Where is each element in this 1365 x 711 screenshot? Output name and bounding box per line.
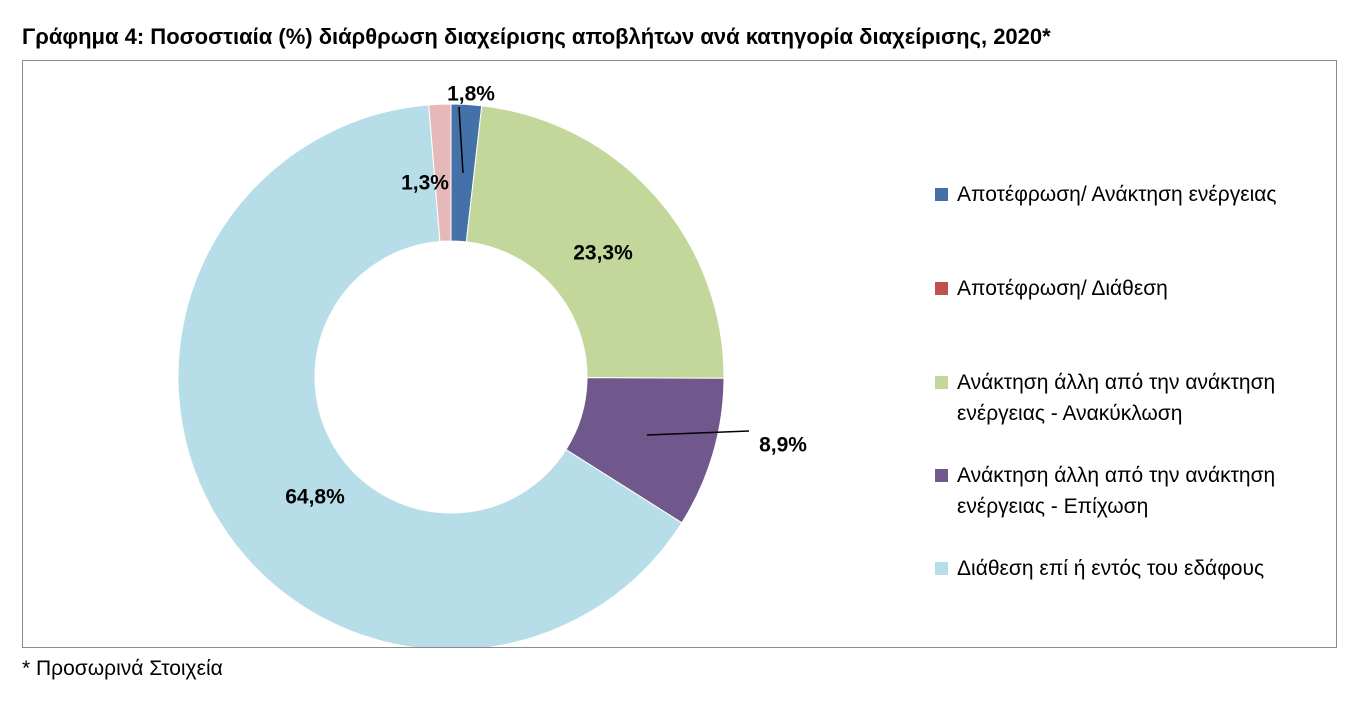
data-label-1: 1,8% [447,83,495,106]
slice-6 [428,103,452,242]
data-label-5: 64,8% [285,486,345,509]
data-label-6: 1,3% [401,172,449,195]
legend-swatch [935,469,948,482]
legend-label: Αποτέφρωση/ Διάθεση [957,277,1168,300]
legend-swatch [935,376,948,389]
data-label-3: 23,3% [573,242,633,265]
legend-item-land-disposal: Διάθεση επί ή εντός του εδάφους [935,553,1335,584]
legend-swatch [935,562,948,575]
chart-title: Γράφημα 4: Ποσοστιαία (%) διάρθρωση διαχ… [22,24,1051,49]
footnote: * Προσωρινά Στοιχεία [22,657,223,680]
legend-label: Διάθεση επί ή εντός του εδάφους [957,557,1265,580]
chart-frame: 1,8% 23,3% 8,9% 64,8% 1,3% Αποτέφρωση/ Ανάκτ… [22,60,1337,648]
slice-3 [465,105,725,379]
leader-line [458,106,464,174]
legend-item-backfilling: Ανάκτηση άλλη από την ανάκτηση ενέργειας… [935,460,1335,522]
leader-line [646,430,750,436]
legend-label: Αποτέφρωση/ Ανάκτηση ενέργειας [957,183,1277,206]
legend-swatch [935,282,948,295]
legend-label: Ανάκτηση άλλη από την ανάκτηση ενέργειας… [957,464,1276,518]
data-label-4: 8,9% [759,434,807,457]
legend-item-recycling: Ανάκτηση άλλη από την ανάκτηση ενέργειας… [935,367,1335,429]
legend-label: Ανάκτηση άλλη από την ανάκτηση ενέργειας… [957,371,1276,425]
donut-chart: 1,8% 23,3% 8,9% 64,8% 1,3% [177,83,807,647]
slice-5 [177,104,683,647]
legend-swatch [935,188,948,201]
legend-item-incineration-disposal: Αποτέφρωση/ Διάθεση [935,273,1335,304]
legend-item-incineration-energy: Αποτέφρωση/ Ανάκτηση ενέργειας [935,179,1335,210]
